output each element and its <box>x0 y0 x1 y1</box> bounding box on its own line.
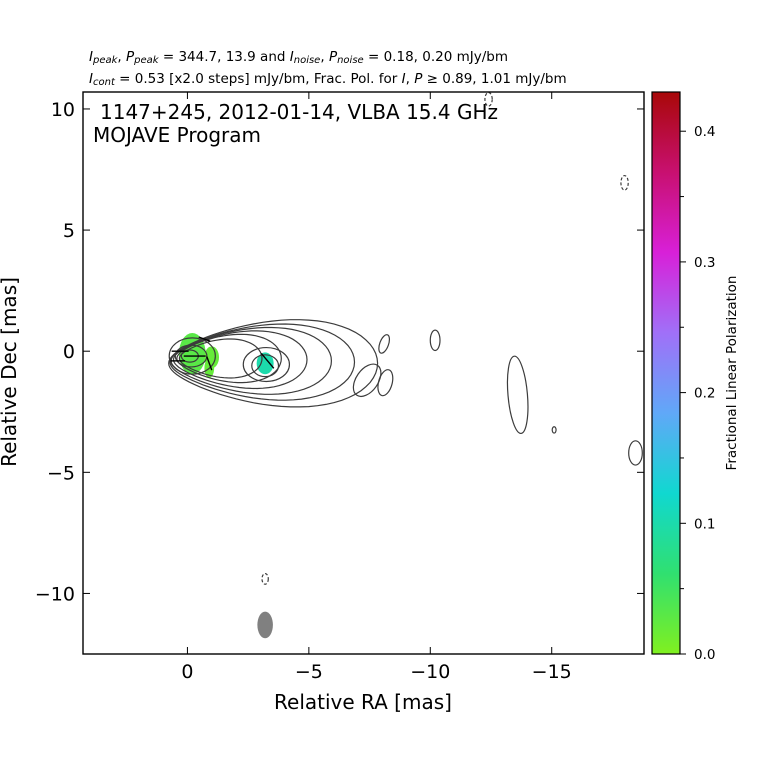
jet-contour <box>169 323 356 401</box>
island-contour <box>506 355 529 435</box>
x-tick-label: −15 <box>532 661 572 683</box>
polarization-layer <box>178 333 274 378</box>
y-tick-label: 10 <box>51 99 75 121</box>
island-contour <box>551 426 557 434</box>
i-cont-subscript: cont <box>92 77 115 88</box>
plot-background <box>83 92 644 654</box>
p-peak-subscript: peak <box>134 55 159 66</box>
p-noise-subscript: noise <box>337 55 364 66</box>
contour-ellipse <box>174 344 208 368</box>
header-line-2: Icont = 0.53 [x2.0 steps] mJy/bm, Frac. … <box>89 71 567 91</box>
separator: , <box>405 71 415 87</box>
noise-values: = 0.18, 0.20 mJy/bm <box>363 49 508 65</box>
negative-contour <box>484 92 493 107</box>
p-peak-symbol: P <box>126 49 135 65</box>
chart-title-line1: 1147+245, 2012-01-14, VLBA 15.4 GHz <box>100 100 498 124</box>
colorbar-tick-label: 0.4 <box>694 124 715 140</box>
i-peak-symbol: I <box>89 49 93 65</box>
i-cont-symbol: I <box>89 71 93 87</box>
p-symbol: P <box>414 71 423 87</box>
colorbar-ticks: 0.0 0.1 0.2 0.3 0.4 <box>680 124 715 663</box>
contour-ellipse <box>251 354 280 378</box>
x-tick-label: −10 <box>410 661 450 683</box>
x-tick-label: −5 <box>295 661 323 683</box>
x-axis-ticks: 0 −5 −10 −15 <box>181 92 572 683</box>
negative-contour <box>620 174 629 191</box>
negative-contour <box>261 572 269 585</box>
island-contour <box>378 334 391 354</box>
plot-frame <box>82 91 645 655</box>
evpa-layer <box>170 336 275 371</box>
threshold-text: ≥ 0.89, 1.01 mJy/bm <box>422 71 567 87</box>
colorbar-label: Fractional Linear Polarization <box>724 276 740 471</box>
colorbar-tick-label: 0.2 <box>694 386 715 402</box>
plot-area: 0 −5 −10 −15 10 5 0 −5 −10 1147+245, 2012-01-14… <box>0 91 645 714</box>
y-axis-ticks: 10 5 0 −5 −10 <box>35 99 644 605</box>
y-tick-label: 5 <box>63 220 75 242</box>
header-line-1: Ipeak, Ppeak = 344.7, 13.9 and Inoise, P… <box>89 49 508 66</box>
evpa-tick <box>206 356 213 371</box>
chart-title-line2: MOJAVE Program <box>93 123 261 147</box>
island-contour <box>429 329 441 352</box>
y-tick-label: −10 <box>35 583 75 605</box>
evpa-tick <box>198 336 211 342</box>
cont-text: = 0.53 [x2.0 steps] mJy/bm, Frac. Pol. f… <box>114 71 402 87</box>
evpa-tick <box>260 353 275 369</box>
colorbar-fill <box>652 92 680 654</box>
colorbar: 0.0 0.1 0.2 0.3 0.4 Fractional Linear Polari… <box>651 91 740 663</box>
island-contour <box>352 363 382 398</box>
y-tick-label: −5 <box>47 462 75 484</box>
beam-ellipse <box>257 611 273 639</box>
jet-contour <box>176 333 282 384</box>
polarization-patch <box>256 352 274 375</box>
i-noise-subscript: noise <box>293 55 321 66</box>
island-contour <box>628 440 643 466</box>
y-axis-label: Relative Dec [mas] <box>0 277 21 467</box>
jet-contour <box>168 319 379 408</box>
y-tick-label: 0 <box>63 341 75 363</box>
x-tick-label: 0 <box>181 661 193 683</box>
i-symbol: I <box>401 71 406 87</box>
x-axis-label: Relative RA [mas] <box>274 690 452 714</box>
p-noise-symbol: P <box>328 49 338 65</box>
colorbar-tick-label: 0.0 <box>694 647 715 663</box>
colorbar-frame <box>651 91 681 655</box>
contour-ellipse <box>242 346 291 383</box>
colorbar-tick-label: 0.3 <box>694 255 715 271</box>
contour-ellipse <box>168 337 216 375</box>
polarization-patch <box>178 333 206 375</box>
i-noise-symbol: I <box>289 49 294 65</box>
colorbar-tick-label: 0.1 <box>694 516 715 532</box>
beam-layer <box>257 611 273 639</box>
island-contour <box>377 369 394 397</box>
i-peak-subscript: peak <box>92 55 118 66</box>
peak-values: = 344.7, 13.9 and <box>158 49 290 65</box>
